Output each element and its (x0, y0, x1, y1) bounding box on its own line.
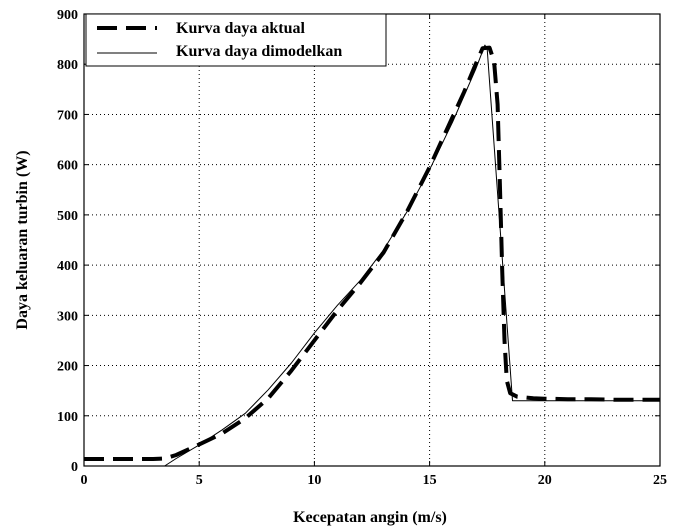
legend: Kurva daya aktual Kurva daya dimodelkan (85, 13, 387, 67)
y-tick-label: 400 (57, 259, 78, 274)
y-axis-ticks: 0 100 200 300 400 500 600 700 800 900 (57, 8, 660, 475)
series-lines (84, 44, 660, 467)
legend-box (85, 13, 387, 67)
y-tick-label: 200 (57, 360, 78, 375)
y-tick-label: 500 (57, 209, 78, 224)
y-tick-label: 800 (57, 58, 78, 73)
x-tick-label: 10 (307, 473, 321, 488)
legend-label-actual: Kurva daya aktual (176, 20, 305, 37)
legend-label-modeled: Kurva daya dimodelkan (176, 43, 342, 60)
x-axis-label: Kecepatan angin (m/s) (293, 509, 447, 526)
x-tick-label: 5 (196, 473, 203, 488)
y-tick-label: 100 (57, 410, 78, 425)
x-axis-ticks: 0 5 10 15 20 25 (81, 14, 667, 488)
x-tick-label: 0 (81, 473, 88, 488)
y-tick-label: 700 (57, 108, 78, 123)
series-line-modeled (164, 44, 660, 467)
x-tick-label: 20 (538, 473, 552, 488)
x-tick-label: 15 (423, 473, 437, 488)
y-axis-label: Daya keluaran turbin (W) (14, 150, 31, 329)
series-line-actual (84, 45, 660, 461)
x-tick-label: 25 (653, 473, 667, 488)
y-tick-label: 300 (57, 309, 78, 324)
y-tick-label: 0 (71, 460, 78, 475)
y-tick-label: 600 (57, 159, 78, 174)
y-tick-label: 900 (57, 8, 78, 23)
